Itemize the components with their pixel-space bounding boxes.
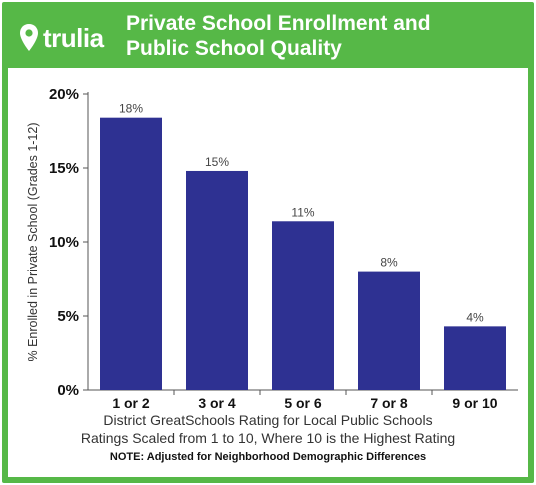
y-tick-label: 20% xyxy=(49,86,79,103)
data-label: 4% xyxy=(466,310,484,324)
logo-text: trulia xyxy=(43,22,104,53)
chart-note: NOTE: Adjusted for Neighborhood Demograp… xyxy=(109,451,427,463)
x-tick-label: 3 or 4 xyxy=(198,395,236,408)
x-tick-label: 5 or 6 xyxy=(284,395,322,408)
y-tick-label: 0% xyxy=(57,382,79,399)
title-line-2: Public School Quality xyxy=(126,37,342,60)
bar xyxy=(358,271,420,390)
y-axis-title: % Enrolled in Private School (Grades 1-1… xyxy=(26,122,40,361)
x-tick-label: 1 or 2 xyxy=(112,395,150,408)
location-pin-icon xyxy=(20,24,38,51)
data-label: 8% xyxy=(380,256,398,270)
x-axis-label: District GreatSchools Rating for Local P… xyxy=(103,412,433,428)
y-tick-label: 15% xyxy=(49,160,79,177)
bar-chart: % Enrolled in Private School (Grades 1-1… xyxy=(26,86,518,408)
header: trulia Private School Enrollment and Pub… xyxy=(2,2,534,68)
x-axis-sublabel: Ratings Scaled from 1 to 10, Where 10 is… xyxy=(80,430,456,446)
x-tick-label: 7 or 8 xyxy=(370,395,408,408)
chart-panel: % Enrolled in Private School (Grades 1-1… xyxy=(8,68,528,477)
title-line-1: Private School Enrollment and xyxy=(126,12,431,35)
y-tick-label: 10% xyxy=(49,234,79,251)
bar xyxy=(186,170,248,390)
chart-title: Private School Enrollment and Public Sch… xyxy=(126,11,526,61)
bar xyxy=(444,326,506,390)
bar xyxy=(100,117,162,391)
data-label: 18% xyxy=(119,102,143,116)
bar xyxy=(272,221,334,390)
data-label: 15% xyxy=(205,155,229,169)
data-label: 11% xyxy=(291,205,314,219)
y-tick-label: 5% xyxy=(57,308,79,325)
trulia-logo: trulia xyxy=(18,18,104,58)
x-tick-label: 9 or 10 xyxy=(452,395,497,408)
